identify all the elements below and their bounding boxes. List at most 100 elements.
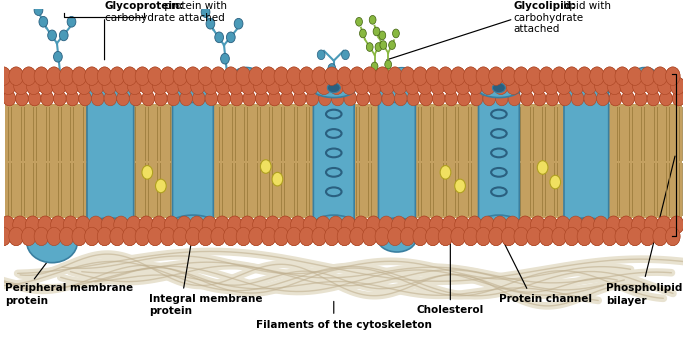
Ellipse shape — [117, 91, 130, 106]
Ellipse shape — [198, 227, 213, 246]
Ellipse shape — [451, 67, 466, 85]
Ellipse shape — [657, 216, 671, 234]
Ellipse shape — [265, 216, 280, 234]
Ellipse shape — [354, 216, 368, 234]
Ellipse shape — [666, 227, 680, 246]
Text: carbohydrate: carbohydrate — [514, 13, 584, 23]
Ellipse shape — [363, 227, 377, 246]
FancyBboxPatch shape — [564, 89, 609, 230]
Ellipse shape — [202, 216, 217, 234]
Ellipse shape — [596, 91, 609, 106]
Ellipse shape — [206, 18, 215, 29]
Ellipse shape — [644, 216, 659, 234]
Ellipse shape — [88, 216, 103, 234]
Ellipse shape — [102, 77, 117, 95]
Ellipse shape — [468, 77, 483, 95]
Ellipse shape — [152, 216, 166, 234]
Ellipse shape — [97, 67, 112, 85]
Ellipse shape — [173, 67, 188, 85]
Ellipse shape — [388, 227, 402, 246]
Ellipse shape — [85, 227, 99, 246]
Ellipse shape — [240, 216, 255, 234]
Ellipse shape — [582, 77, 596, 95]
Ellipse shape — [539, 227, 554, 246]
Ellipse shape — [458, 91, 470, 106]
Ellipse shape — [97, 227, 112, 246]
Ellipse shape — [521, 91, 533, 106]
Ellipse shape — [47, 227, 62, 246]
Ellipse shape — [526, 67, 541, 85]
Ellipse shape — [350, 227, 365, 246]
Ellipse shape — [366, 216, 381, 234]
Ellipse shape — [190, 216, 204, 234]
Ellipse shape — [483, 91, 496, 106]
Ellipse shape — [379, 216, 393, 234]
Ellipse shape — [559, 91, 571, 106]
Ellipse shape — [603, 67, 617, 85]
Ellipse shape — [211, 227, 225, 246]
Ellipse shape — [135, 227, 150, 246]
Ellipse shape — [666, 67, 680, 85]
Ellipse shape — [476, 227, 491, 246]
Ellipse shape — [451, 227, 466, 246]
Ellipse shape — [104, 91, 117, 106]
Ellipse shape — [22, 227, 36, 246]
Ellipse shape — [122, 67, 137, 85]
Ellipse shape — [632, 67, 657, 85]
Ellipse shape — [203, 77, 218, 95]
Ellipse shape — [304, 77, 318, 95]
Ellipse shape — [644, 216, 659, 234]
Ellipse shape — [160, 67, 175, 85]
Ellipse shape — [60, 67, 74, 85]
Ellipse shape — [290, 216, 305, 234]
FancyBboxPatch shape — [379, 91, 415, 230]
Ellipse shape — [666, 67, 680, 85]
Ellipse shape — [76, 216, 90, 234]
Ellipse shape — [148, 227, 162, 246]
Ellipse shape — [438, 67, 453, 85]
Ellipse shape — [268, 91, 281, 106]
Ellipse shape — [531, 216, 545, 234]
Ellipse shape — [110, 67, 125, 85]
Ellipse shape — [167, 91, 180, 106]
Ellipse shape — [443, 77, 458, 95]
Ellipse shape — [382, 91, 395, 106]
Ellipse shape — [92, 91, 104, 106]
Ellipse shape — [97, 67, 112, 85]
Ellipse shape — [67, 17, 76, 27]
Ellipse shape — [52, 77, 66, 95]
Ellipse shape — [274, 67, 288, 85]
Ellipse shape — [306, 91, 318, 106]
Ellipse shape — [594, 216, 608, 234]
Ellipse shape — [564, 227, 579, 246]
Ellipse shape — [603, 67, 617, 85]
Ellipse shape — [647, 91, 659, 106]
Text: protein: protein — [6, 296, 48, 306]
Text: Integral membrane: Integral membrane — [149, 294, 262, 304]
Ellipse shape — [552, 227, 566, 246]
Ellipse shape — [546, 91, 559, 106]
Ellipse shape — [114, 216, 128, 234]
Ellipse shape — [659, 91, 672, 106]
Ellipse shape — [480, 216, 494, 234]
Ellipse shape — [152, 216, 166, 234]
Ellipse shape — [28, 91, 41, 106]
Ellipse shape — [328, 216, 343, 234]
Bar — [6, 104, 682, 218]
Ellipse shape — [97, 227, 112, 246]
Ellipse shape — [653, 227, 667, 246]
Ellipse shape — [342, 50, 349, 60]
Ellipse shape — [455, 216, 469, 234]
Ellipse shape — [603, 227, 617, 246]
Ellipse shape — [186, 67, 200, 85]
Ellipse shape — [633, 77, 647, 95]
Ellipse shape — [233, 67, 260, 85]
Ellipse shape — [325, 227, 339, 246]
Ellipse shape — [220, 53, 230, 64]
Ellipse shape — [325, 227, 339, 246]
Ellipse shape — [671, 77, 685, 95]
Ellipse shape — [287, 67, 301, 85]
FancyBboxPatch shape — [172, 91, 214, 228]
Ellipse shape — [274, 227, 288, 246]
Ellipse shape — [615, 67, 629, 85]
